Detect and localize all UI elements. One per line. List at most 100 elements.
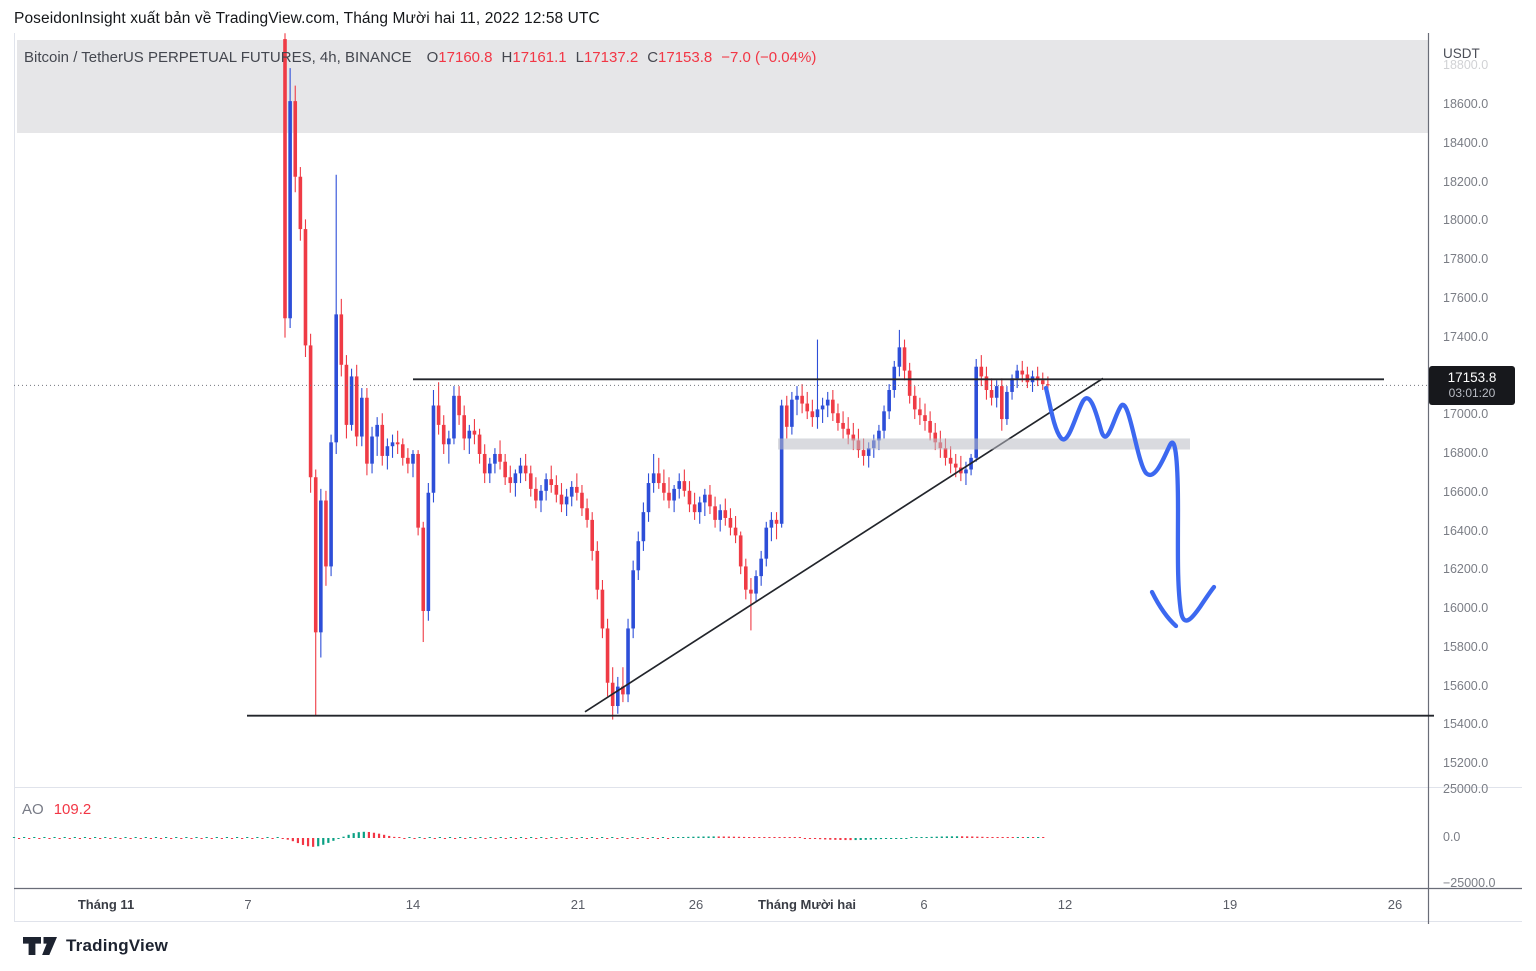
ao-bar: [560, 837, 563, 838]
ao-bar: [945, 836, 948, 838]
ao-bar: [479, 837, 482, 838]
high-value: 17161.1: [512, 49, 567, 66]
price-tick-label: 17400.0: [1443, 329, 1489, 344]
ao-bar: [869, 838, 872, 840]
ao-bar: [996, 837, 999, 838]
ao-bar: [803, 838, 807, 839]
ao-bar: [185, 837, 188, 838]
time-tick-label: 26: [688, 897, 704, 912]
candle-body: [354, 376, 359, 437]
supply-zone[interactable]: [778, 438, 1190, 450]
ao-bar: [469, 837, 472, 838]
ao-bar: [530, 837, 533, 838]
tradingview-brand[interactable]: TradingView: [22, 933, 168, 959]
ao-bar: [611, 837, 614, 838]
ao-bar: [88, 838, 92, 839]
ao-bar: [808, 838, 812, 839]
candle-body: [549, 479, 554, 485]
ao-bar: [910, 837, 913, 838]
candle-body: [467, 430, 472, 439]
high-field: H17161.1: [501, 49, 567, 66]
candle-body: [518, 465, 523, 474]
candle-body: [902, 347, 907, 371]
ao-bar: [1021, 837, 1025, 838]
ao-bar: [154, 837, 158, 838]
ao-bar: [63, 837, 66, 838]
ao-bar: [418, 837, 421, 838]
ao-bar: [78, 838, 82, 839]
publish-headline: PoseidonInsight xuất bản về TradingView.…: [14, 10, 600, 27]
time-tick-month-label: Tháng Mười hai: [757, 897, 857, 912]
candle-body: [882, 411, 886, 431]
ao-bar: [763, 837, 766, 838]
time-tick-label: 26: [1387, 897, 1403, 912]
candle-body: [759, 558, 763, 577]
candle-body: [477, 434, 482, 454]
candle-body: [907, 370, 912, 396]
candle-body: [979, 366, 984, 377]
ao-bar: [362, 831, 365, 838]
ascending-trendline[interactable]: [584, 377, 1104, 713]
price-tick-label: 17000.0: [1443, 407, 1489, 422]
candle-body: [1015, 370, 1019, 379]
ao-bar: [717, 836, 720, 838]
ao-bar: [281, 838, 284, 839]
projection-arrowhead-wing[interactable]: [1149, 589, 1179, 629]
ao-bar: [200, 838, 203, 839]
candle-body: [313, 477, 318, 633]
candle-body: [1040, 380, 1045, 385]
time-tick-label: 19: [1222, 897, 1238, 912]
ao-bar: [99, 838, 102, 839]
ao-bar: [555, 838, 558, 839]
ao-bar: [1001, 837, 1004, 838]
candle-body: [600, 589, 605, 629]
ao-bar: [813, 838, 817, 839]
price-tick-label: 18600.0: [1443, 97, 1489, 111]
candle-body: [626, 628, 630, 695]
ao-bar: [616, 838, 619, 839]
candle-body: [631, 570, 635, 629]
candle-body: [641, 512, 646, 542]
ao-bar: [1042, 837, 1045, 838]
ao-bar: [144, 837, 147, 838]
ao-bar: [12, 837, 16, 838]
ao-bar: [276, 837, 279, 838]
ao-bar: [58, 838, 61, 839]
candle-body: [774, 519, 779, 524]
candle-body: [488, 463, 492, 474]
candle-body: [672, 488, 676, 501]
ao-bar: [971, 836, 974, 838]
ao-bar: [707, 836, 710, 838]
ao-bar: [580, 837, 583, 838]
candle-body: [656, 473, 661, 484]
candle-body: [994, 386, 999, 398]
ao-bar: [453, 838, 457, 839]
ao-bar: [438, 837, 441, 838]
ao-bar: [854, 838, 857, 841]
ao-bar: [661, 837, 665, 838]
candle-body: [452, 395, 456, 439]
candle-body: [360, 397, 364, 437]
candle-body: [800, 395, 804, 404]
candle-body: [805, 403, 810, 412]
ao-bar: [1006, 837, 1009, 838]
candle-body: [1000, 386, 1004, 420]
projection-arrow-drawing[interactable]: [1043, 385, 1217, 623]
candle-body: [744, 566, 748, 590]
ao-bar: [839, 838, 842, 840]
ao-bar: [352, 833, 355, 838]
ao-bar: [626, 838, 629, 839]
candle-body: [375, 424, 379, 437]
ao-bar: [976, 836, 979, 838]
candle-body: [1035, 376, 1040, 381]
ao-bar: [205, 837, 208, 838]
indicator-name: AO: [22, 801, 44, 818]
candle-body: [723, 510, 728, 518]
symbol-title: Bitcoin / TetherUS PERPETUAL FUTURES, 4h…: [24, 49, 412, 66]
ao-bar: [955, 836, 959, 838]
tradingview-logo-icon: [23, 937, 57, 955]
ao-bar: [940, 836, 943, 838]
ao-bar: [377, 833, 381, 838]
candle-body: [933, 432, 938, 443]
